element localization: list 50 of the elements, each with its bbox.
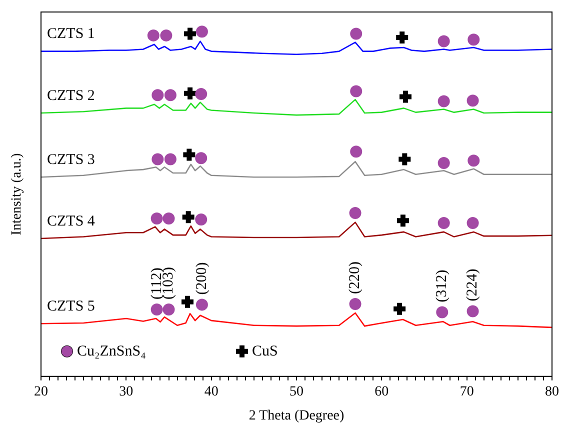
point [196,298,208,311]
point [438,216,450,229]
x-tick-label: 40 [204,384,218,400]
x-tick-label: 50 [290,384,304,400]
y-axis-title: Intensity (a.u.) [10,152,25,236]
annotation: (312) [434,270,450,302]
point [160,29,172,42]
series-label: CZTS 4 [47,213,96,230]
series-label: CZTS 2 [47,88,95,104]
point [195,214,208,226]
point [150,304,163,316]
legend-label: CuS [252,343,278,360]
point [147,29,160,42]
point [152,89,164,102]
x-tick-label: 20 [34,384,48,400]
point [350,85,362,98]
x-tick-label: 60 [374,384,389,400]
x-axis-title: 2 Theta (Degree) [248,408,345,424]
point [150,212,163,225]
point [350,28,362,40]
point [164,153,176,166]
x-tick-label: 30 [119,384,134,400]
annotation: (224) [464,268,481,302]
point [195,88,208,100]
point [350,146,362,158]
series-label: CZTS 3 [47,152,95,168]
point [466,216,479,229]
point [438,35,450,48]
annotation: (220) [347,262,364,294]
point [468,154,480,167]
point [162,304,175,316]
point [466,94,479,107]
point [349,298,362,310]
annotation: (200) [194,262,210,295]
point [195,152,208,164]
point [438,95,450,108]
x-tick-label: 80 [545,384,559,400]
legend-label: Cu₂ZnSnS₄ [77,343,146,360]
point [196,26,208,38]
x-tick-label: 70 [460,384,474,400]
point [164,89,176,102]
point [466,305,479,318]
point [162,212,175,225]
point [438,157,450,169]
point [436,306,448,318]
point [152,153,164,166]
series-label: CZTS 5 [47,298,95,315]
point [468,34,480,46]
point [349,206,362,219]
series-label: CZTS 1 [47,26,95,42]
